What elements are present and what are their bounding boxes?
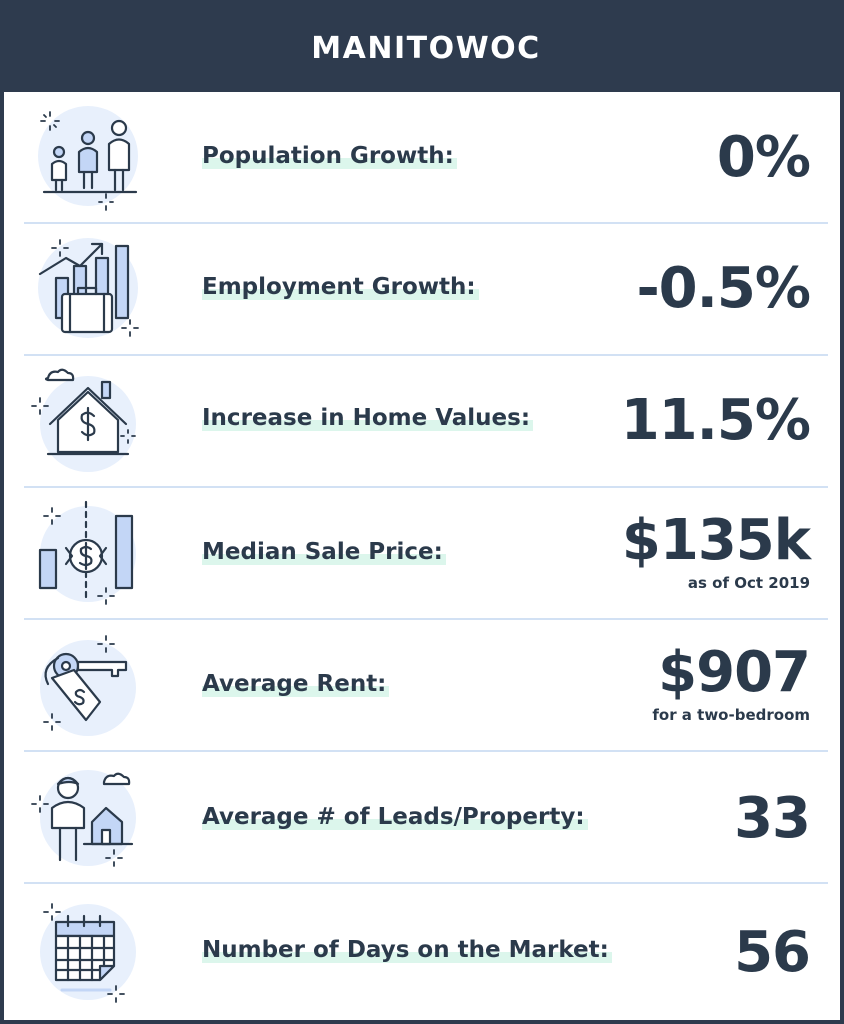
metric-row-median-price: Median Sale Price: $135k as of Oct 2019 — [24, 488, 828, 620]
calendar-icon — [30, 896, 140, 1006]
metric-value: -0.5% — [636, 256, 811, 321]
person-house-icon — [30, 762, 140, 872]
metric-value: 56 — [734, 920, 811, 985]
metric-note: for a two-bedroom — [652, 706, 810, 724]
metric-value: 11.5% — [620, 388, 811, 453]
metric-row-employment: Employment Growth: -0.5% — [24, 224, 828, 356]
page-title: MANITOWOC — [311, 30, 541, 66]
metric-label: Median Sale Price: — [202, 539, 446, 565]
metric-label: Increase in Home Values: — [202, 405, 534, 431]
key-tag-icon — [30, 632, 140, 742]
price-bars-icon — [30, 500, 140, 610]
employment-chart-icon — [30, 236, 140, 346]
metric-label: Average # of Leads/Property: — [202, 804, 588, 830]
family-icon — [30, 104, 140, 214]
metric-label: Average Rent: — [202, 671, 390, 697]
metric-note: as of Oct 2019 — [687, 574, 810, 592]
metric-row-home-values: Increase in Home Values: 11.5% — [24, 356, 828, 488]
metric-value: $135k — [621, 508, 811, 573]
metric-label: Population Growth: — [202, 143, 457, 169]
house-dollar-icon — [30, 368, 140, 478]
metric-value: $907 — [658, 640, 811, 705]
metric-row-leads: Average # of Leads/Property: 33 — [24, 752, 828, 884]
header-bar: MANITOWOC — [4, 4, 844, 92]
metric-row-average-rent: Average Rent: $907 for a two-bedroom — [24, 620, 828, 752]
metric-label: Employment Growth: — [202, 274, 479, 300]
metric-value: 0% — [716, 125, 811, 190]
metric-value: 33 — [734, 786, 811, 851]
metric-row-days-on-market: Number of Days on the Market: 56 — [24, 884, 828, 1020]
metric-row-population: Population Growth: 0% — [24, 92, 828, 224]
metric-label: Number of Days on the Market: — [202, 937, 612, 963]
